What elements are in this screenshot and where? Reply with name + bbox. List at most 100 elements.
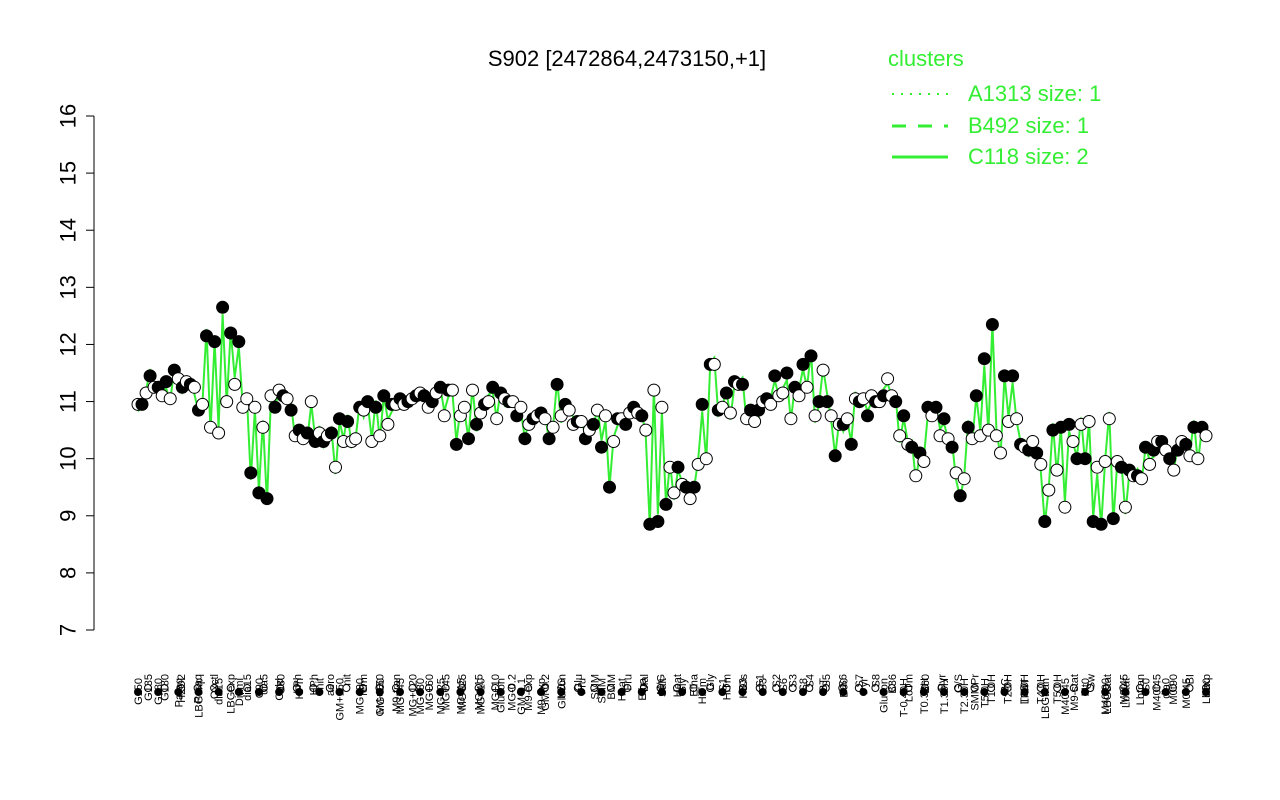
x-category-marker [476, 688, 485, 696]
y-tick-label: 9 [56, 510, 81, 522]
data-point-open [748, 415, 762, 428]
x-tick-label: S2 [771, 674, 783, 687]
data-point-open [349, 432, 363, 446]
x-tick-label: S3 [788, 674, 800, 687]
x-category-marker [718, 688, 727, 696]
x-tick-label: Fru [622, 674, 634, 691]
x-tick-label: G150 [133, 678, 145, 705]
data-point-open [808, 409, 822, 423]
x-tick-label: B60 [838, 678, 850, 698]
x-category-marker [1086, 684, 1095, 692]
x-category-marker [617, 688, 626, 696]
x-tick-label: M40t90 [1100, 678, 1112, 715]
x-category-marker [408, 684, 417, 692]
x-category-marker [254, 688, 263, 696]
x-category-marker [738, 688, 747, 696]
x-category-marker [899, 688, 908, 696]
data-point-filled [1179, 437, 1193, 451]
x-tick-label: M/G [556, 678, 568, 699]
data-point-open [909, 469, 923, 483]
x-tick-label: T2.0H [1003, 674, 1015, 704]
x-category-marker [758, 688, 767, 696]
x-tick-label: LBGtran [1040, 678, 1052, 719]
x-category-marker [1069, 684, 1078, 692]
x-category-marker [960, 688, 969, 696]
x-tick-label: LoTm [903, 674, 915, 702]
x-category-marker [778, 688, 787, 696]
x-tick-label: S4 [804, 674, 816, 687]
data-point-open [699, 452, 713, 466]
y-tick-label: 10 [56, 446, 81, 470]
data-point-open [639, 423, 653, 437]
data-point-open [381, 417, 395, 431]
x-tick-label: SMM [597, 678, 609, 704]
x-tick-label: T5.0H [1052, 674, 1064, 704]
x-tick-label: S5 [821, 674, 833, 687]
data-points [131, 300, 1213, 531]
x-category-marker [698, 688, 707, 696]
data-point-open [1143, 457, 1157, 471]
x-category-marker [1152, 684, 1161, 692]
data-point-filled [260, 492, 274, 506]
x-tick-label: Fru [576, 678, 588, 695]
data-point-filled [889, 395, 903, 409]
x-category-marker [275, 688, 284, 696]
x-category-marker [597, 688, 606, 696]
data-point-open [776, 386, 790, 400]
x-category-marker [805, 684, 814, 692]
x-tick-label: SMMPr [970, 674, 982, 711]
x-tick-label: S6 [837, 674, 849, 687]
x-tick-label: M40t45 [1151, 674, 1163, 711]
data-point-filled [651, 515, 665, 528]
x-category-marker [214, 688, 223, 696]
x-tick-label: T-0.40H [899, 678, 911, 717]
data-point-open [1167, 463, 1181, 477]
data-point-filled [961, 420, 975, 434]
data-point-filled [603, 480, 616, 494]
data-point-open [683, 492, 697, 506]
x-tick-label: LBGexp [226, 674, 238, 714]
data-point-open [466, 383, 479, 397]
x-tick-label: Etha [689, 673, 701, 697]
x-tick-label: GM+150 [335, 678, 347, 721]
data-point-filled [550, 377, 564, 391]
data-point-open [329, 460, 342, 474]
x-tick-label: Heat [617, 678, 629, 701]
data-point-open [893, 429, 907, 443]
data-point-open [562, 403, 576, 417]
x-category-marker [295, 688, 304, 696]
y-tick-label: 15 [56, 161, 81, 185]
data-point-filled [449, 437, 463, 451]
data-point-filled [1078, 452, 1092, 466]
x-tick-label: T1.30H [939, 678, 951, 714]
data-point-open [163, 392, 177, 406]
x-category-marker [315, 688, 324, 696]
x-tick-label: S3 [738, 678, 750, 691]
data-point-filled [518, 432, 532, 446]
x-category-marker [425, 684, 433, 692]
x-category-marker [871, 684, 880, 692]
x-category-marker [436, 688, 445, 696]
data-point-open [1010, 412, 1024, 426]
x-tick-label: Lbstat [1120, 678, 1132, 708]
x-tick-label: nit [341, 674, 353, 686]
x-tick-label: BMM [606, 674, 618, 700]
x-category-marker [537, 688, 545, 696]
x-tick-label: M9-exp [523, 674, 535, 711]
data-point-filled [470, 417, 483, 431]
x-tick-label: BT [818, 678, 830, 692]
data-point-filled [462, 432, 475, 446]
data-point-filled [695, 397, 709, 411]
data-point-filled [977, 352, 991, 366]
x-category-marker [673, 684, 681, 692]
x-tick-label: BC [1000, 678, 1012, 693]
data-point-filled [232, 335, 246, 349]
data-point-filled [1038, 515, 1052, 528]
data-point-filled [619, 417, 633, 431]
x-tick-label: Diami [234, 678, 246, 706]
x-tick-label: MG+45 [395, 678, 407, 714]
x-tick-label: MG+10 [476, 678, 488, 714]
x-tick-label: S6 [778, 678, 790, 691]
x-category-marker [456, 688, 465, 696]
data-point-open [599, 409, 612, 423]
